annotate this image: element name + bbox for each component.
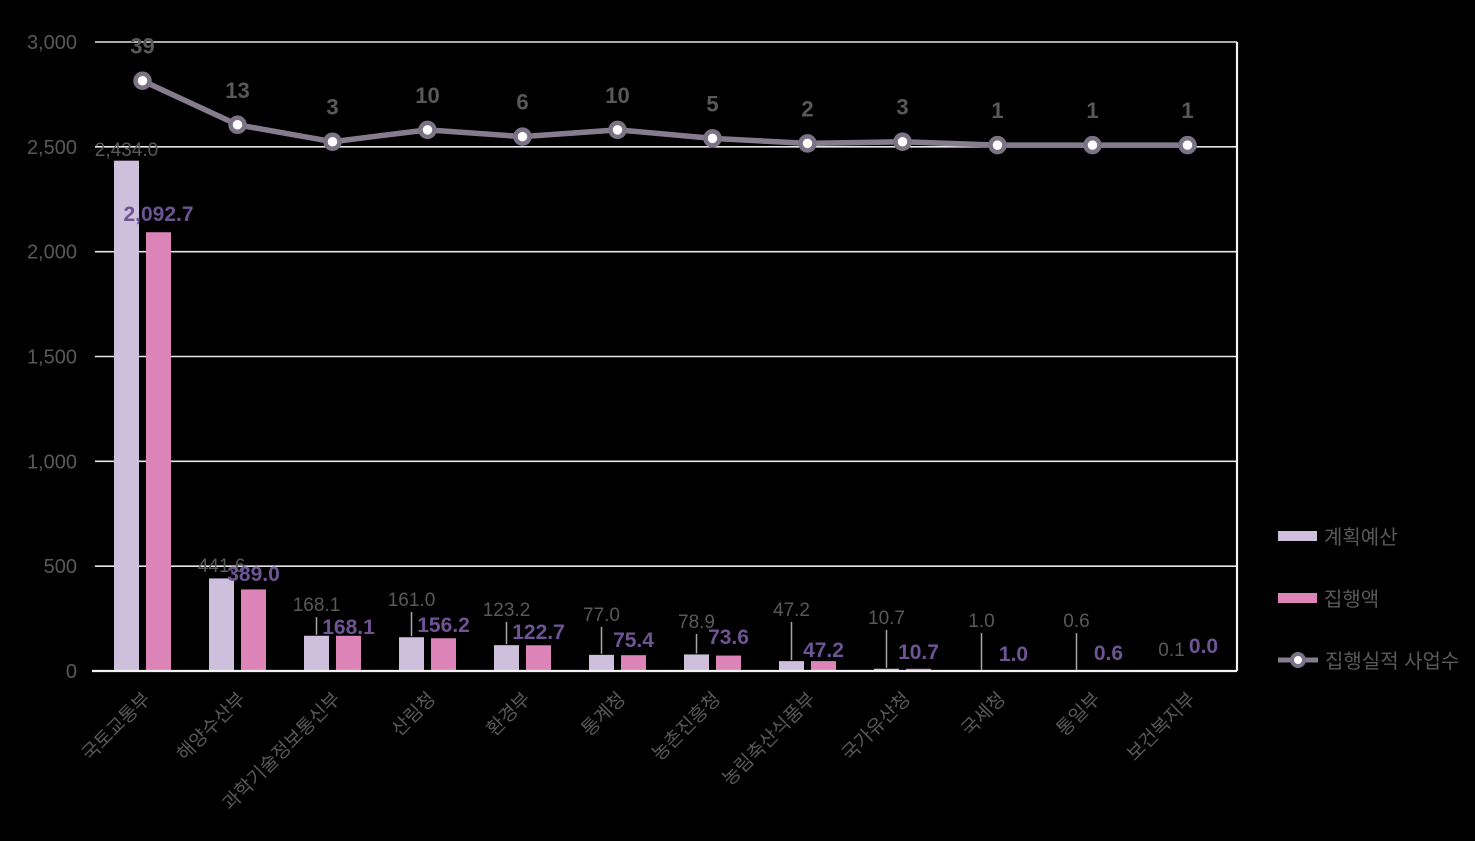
executed-amount-label: 1.0 bbox=[999, 643, 1028, 666]
line-marker bbox=[228, 115, 247, 135]
x-axis-category-label: 국세청 bbox=[957, 688, 1010, 741]
line-marker bbox=[798, 134, 817, 153]
line-marker bbox=[1083, 135, 1102, 155]
line-marker bbox=[703, 129, 722, 148]
line-marker bbox=[1178, 135, 1197, 155]
bar-executed-amount bbox=[146, 232, 171, 671]
project-count-label: 3 bbox=[896, 95, 908, 120]
bar-executed-amount bbox=[621, 655, 646, 671]
project-count-label: 1 bbox=[1181, 98, 1193, 123]
line-marker bbox=[418, 120, 437, 140]
y-axis-tick-label: 2,000 bbox=[27, 242, 77, 264]
bar-executed-amount bbox=[241, 589, 266, 671]
x-axis-category-label: 산림청 bbox=[387, 688, 440, 741]
executed-amount-label: 168.1 bbox=[322, 616, 375, 639]
line-marker bbox=[133, 71, 152, 90]
legend-item-executed-amount: 집행액 bbox=[1278, 583, 1459, 612]
project-count-label: 6 bbox=[516, 90, 528, 115]
x-axis-category-label: 국토교통부 bbox=[78, 689, 155, 766]
line-marker bbox=[513, 127, 532, 146]
bar-planned-budget bbox=[399, 637, 424, 671]
bar-executed-amount bbox=[716, 655, 741, 671]
planned-budget-label: 78.9 bbox=[678, 612, 715, 633]
bar-executed-amount bbox=[526, 645, 551, 671]
legend-label-executed-amount: 집행액 bbox=[1324, 589, 1380, 611]
bar-executed-amount bbox=[811, 661, 836, 671]
planned-budget-label: 0.6 bbox=[1063, 611, 1089, 632]
line-series bbox=[139, 77, 1191, 148]
x-axis-category-label: 농림축산식품부 bbox=[718, 688, 820, 790]
legend-item-planned-budget: 계획예산 bbox=[1278, 521, 1459, 550]
bar-planned-budget bbox=[779, 661, 804, 671]
bar-planned-budget bbox=[874, 668, 899, 671]
planned-budget-label: 77.0 bbox=[583, 605, 620, 626]
x-axis-category-label: 통일부 bbox=[1052, 688, 1105, 741]
legend-item-project-count: 집행실적 사업수 bbox=[1278, 645, 1459, 674]
y-axis-tick-label: 0 bbox=[66, 661, 77, 683]
planned-budget-label: 0.1 bbox=[1158, 640, 1184, 661]
project-count-label: 3 bbox=[326, 95, 338, 120]
legend: 계획예산 집행액 집행실적 사업수 bbox=[1278, 521, 1459, 674]
legend-label-planned-budget: 계획예산 bbox=[1324, 527, 1398, 549]
executed-amount-label: 75.4 bbox=[613, 629, 654, 652]
y-axis-tick-label: 500 bbox=[44, 556, 77, 578]
planned-budget-label: 47.2 bbox=[773, 600, 810, 621]
x-axis-category-label: 환경부 bbox=[482, 688, 535, 741]
bar-planned-budget bbox=[209, 578, 234, 671]
x-axis-category-label: 해양수산부 bbox=[173, 688, 250, 765]
planned-budget-swatch-icon bbox=[1278, 530, 1317, 541]
project-count-label: 1 bbox=[1086, 98, 1098, 123]
executed-amount-label: 156.2 bbox=[417, 614, 470, 637]
executed-amount-label: 389.0 bbox=[227, 563, 280, 586]
planned-budget-label: 2,434.0 bbox=[95, 140, 158, 161]
project-count-label: 10 bbox=[415, 83, 439, 108]
bar-planned-budget bbox=[494, 645, 519, 671]
bar-planned-budget bbox=[304, 635, 329, 671]
executed-amount-label: 0.0 bbox=[1189, 635, 1218, 658]
bar-executed-amount bbox=[906, 668, 931, 671]
project-count-label: 2 bbox=[801, 96, 813, 121]
project-count-label: 5 bbox=[706, 91, 718, 116]
legend-label-project-count: 집행실적 사업수 bbox=[1325, 651, 1460, 673]
project-count-label: 1 bbox=[991, 98, 1003, 123]
executed-amount-label: 122.7 bbox=[512, 621, 565, 644]
line-marker bbox=[988, 135, 1007, 155]
executed-amount-label: 10.7 bbox=[898, 641, 939, 664]
y-axis-tick-label: 1,500 bbox=[27, 347, 77, 369]
executed-amount-swatch-icon bbox=[1278, 592, 1317, 603]
x-axis-category-label: 국가유산청 bbox=[838, 688, 915, 765]
y-axis-tick-label: 3,000 bbox=[27, 32, 77, 54]
bar-planned-budget bbox=[589, 654, 614, 671]
planned-budget-label: 123.2 bbox=[483, 600, 531, 621]
x-axis-category-label: 농촌진흥청 bbox=[648, 688, 725, 765]
project-count-label: 39 bbox=[130, 34, 154, 59]
planned-budget-label: 441.6 bbox=[198, 556, 246, 577]
executed-amount-label: 47.2 bbox=[803, 639, 844, 662]
bar-executed-amount bbox=[336, 635, 361, 671]
line-marker bbox=[608, 120, 627, 140]
bar-executed-amount bbox=[431, 638, 456, 671]
executed-amount-label: 2,092.7 bbox=[123, 203, 193, 226]
executed-amount-label: 0.6 bbox=[1094, 642, 1123, 665]
line-marker bbox=[893, 132, 912, 151]
bar-planned-budget bbox=[684, 654, 709, 671]
executed-amount-label: 73.6 bbox=[708, 626, 749, 649]
line-marker-icon bbox=[1278, 651, 1318, 668]
x-axis-category-label: 통계청 bbox=[577, 688, 630, 741]
project-count-label: 10 bbox=[605, 83, 629, 108]
planned-budget-label: 168.1 bbox=[293, 595, 341, 616]
project-count-label: 13 bbox=[225, 78, 249, 103]
bar-planned-budget bbox=[114, 160, 139, 671]
y-axis-tick-label: 1,000 bbox=[27, 451, 77, 473]
planned-budget-label: 10.7 bbox=[868, 608, 905, 629]
line-marker bbox=[323, 132, 342, 151]
x-axis-category-label: 보건복지부 bbox=[1123, 688, 1200, 765]
planned-budget-label: 1.0 bbox=[968, 611, 994, 632]
planned-budget-label: 161.0 bbox=[388, 590, 436, 611]
y-axis-tick-label: 2,500 bbox=[27, 137, 77, 159]
